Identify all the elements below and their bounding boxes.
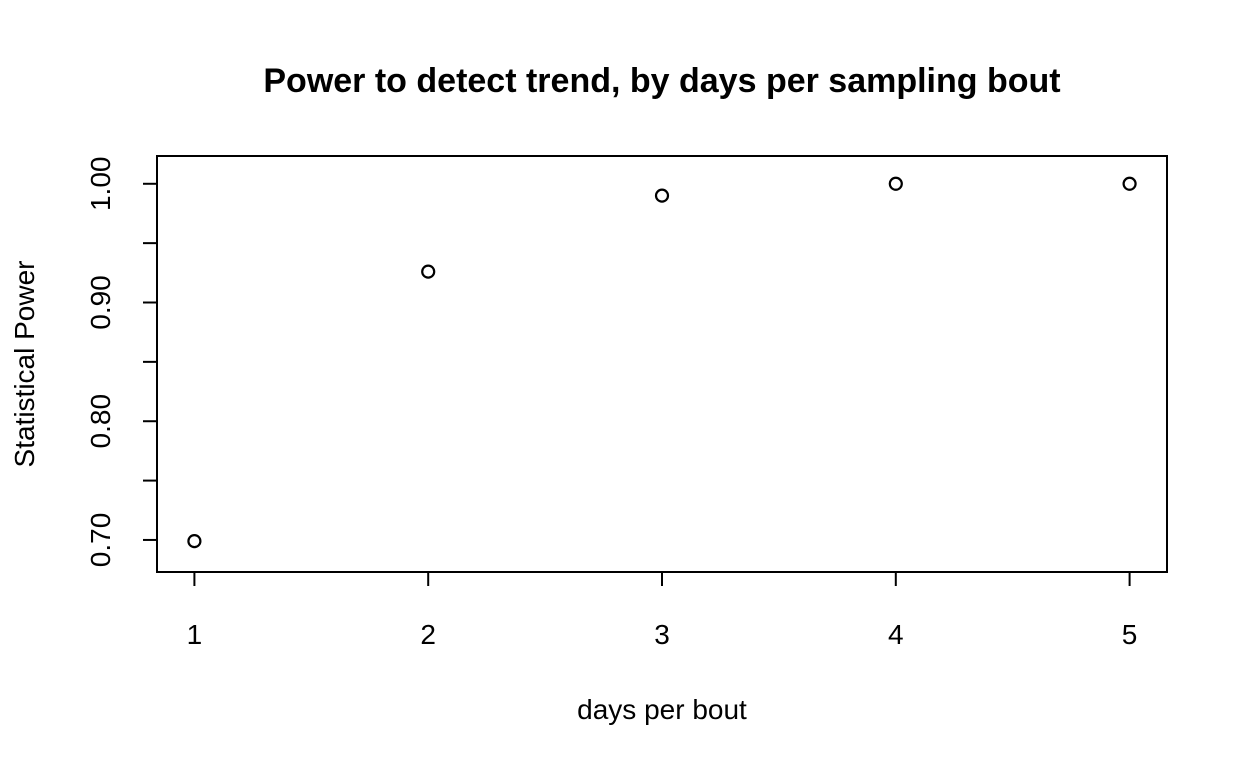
data-point [187,534,202,549]
y-axis: 0.70 0.80 0.90 1.00 [85,157,158,568]
data-points [187,176,1137,549]
data-point [1122,176,1137,191]
x-tick-label: 3 [654,619,670,650]
y-tick-label: 0.80 [85,394,116,449]
data-point [654,188,670,203]
y-tick-label: 1.00 [85,157,116,212]
x-tick-label: 5 [1122,619,1138,650]
y-tick-label: 0.90 [85,275,116,330]
plot-frame [156,155,1168,573]
x-tick-label: 2 [420,619,436,650]
x-axis: 1 2 3 4 5 [187,571,1138,650]
x-axis-label: days per bout [577,694,747,725]
x-tick-label: 1 [187,619,203,650]
chart-title: Power to detect trend, by days per sampl… [263,62,1060,100]
y-axis-label: Statistical Power [9,261,40,468]
data-point [421,264,436,279]
x-tick-label: 4 [888,619,904,650]
y-tick-label: 0.70 [85,513,116,568]
data-point [888,176,903,191]
